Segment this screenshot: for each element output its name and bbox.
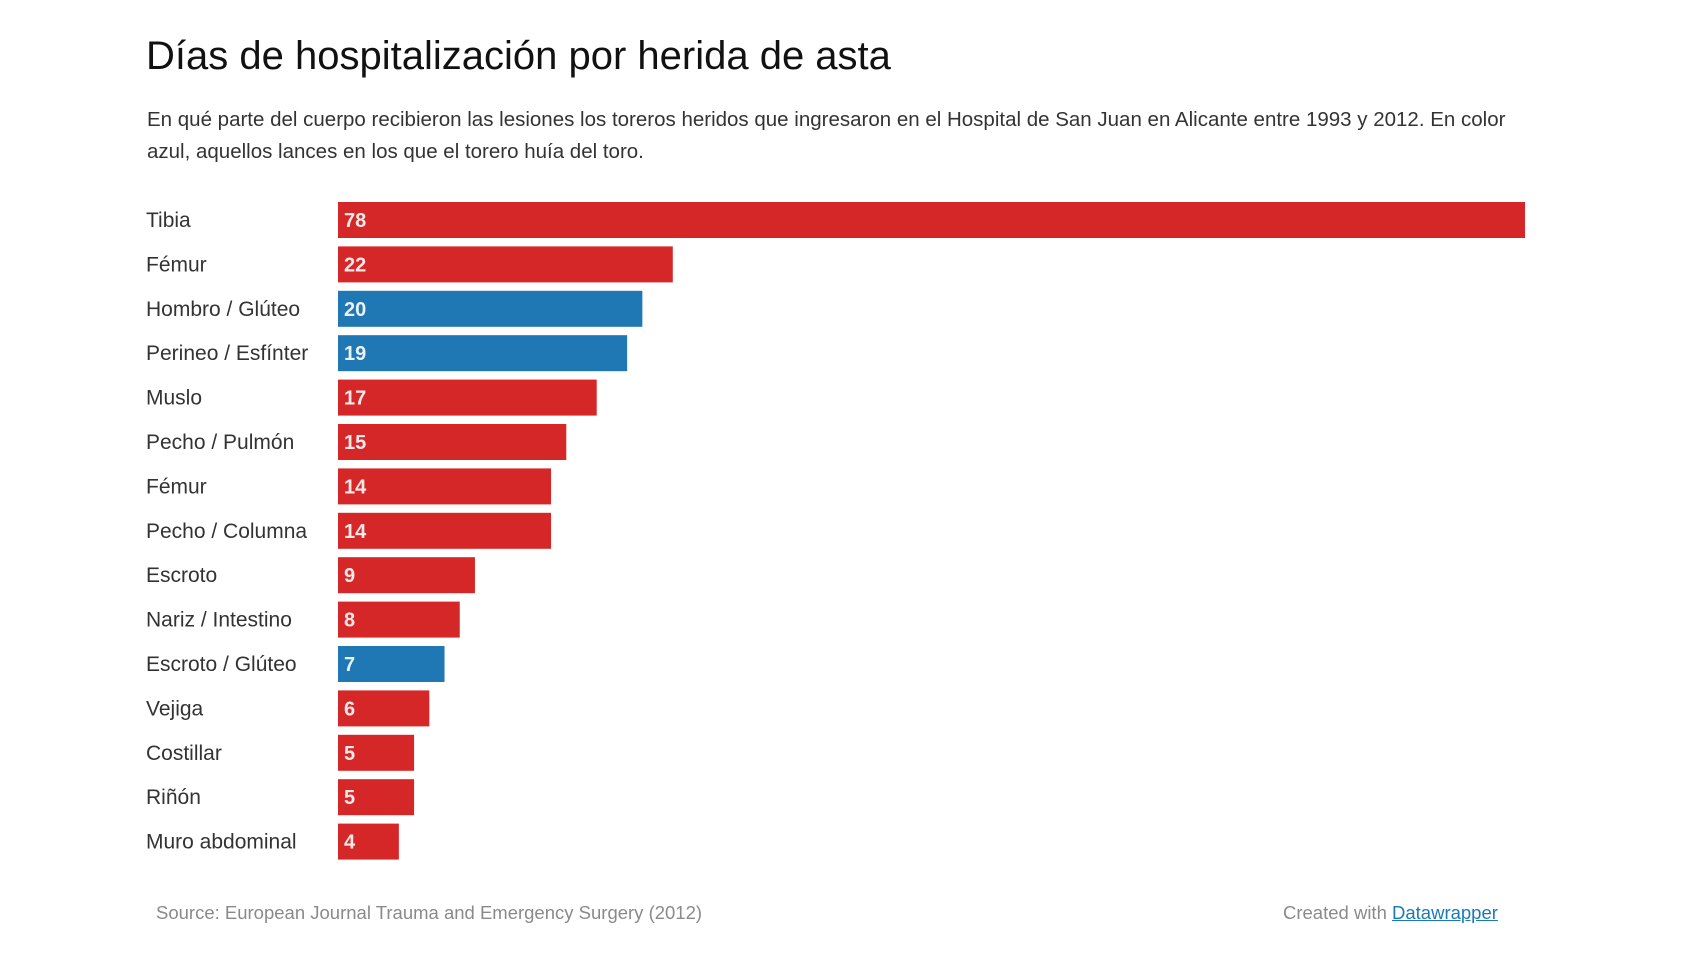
bar-value-label: 22 — [344, 254, 366, 276]
bar — [338, 424, 567, 460]
category-label: Fémur — [146, 475, 207, 498]
category-label: Nariz / Intestino — [146, 609, 292, 632]
category-label: Costillar — [146, 742, 222, 765]
bar — [338, 779, 415, 816]
bar — [338, 690, 430, 727]
bar — [338, 468, 552, 505]
bar — [338, 646, 445, 682]
category-label: Muslo — [146, 387, 202, 410]
bar-row: Pecho / Pulmón 15 — [146, 424, 567, 460]
bar-row: Muslo 17 — [146, 379, 597, 416]
bar-row: Tibia 78 — [146, 202, 1525, 238]
bar — [338, 335, 628, 372]
bar — [338, 823, 399, 860]
chart-subtitle: En qué parte del cuerpo recibieron las l… — [147, 108, 1506, 163]
bar-value-label: 8 — [344, 610, 355, 632]
category-label: Pecho / Columna — [146, 520, 307, 543]
bar-value-label: 17 — [344, 388, 366, 410]
category-label: Tibia — [146, 209, 191, 232]
bar-value-label: 6 — [344, 698, 355, 720]
bar-value-label: 9 — [344, 565, 355, 587]
bar — [338, 379, 597, 416]
bar-row: Pecho / Columna 14 — [146, 512, 552, 549]
bar — [338, 290, 643, 327]
bar-value-label: 4 — [344, 832, 356, 854]
bar-value-label: 15 — [344, 432, 366, 454]
bar-row: Escroto 9 — [146, 557, 475, 594]
bar-value-label: 5 — [344, 743, 355, 765]
credit-prefix: Created with — [1283, 902, 1392, 923]
category-label: Perineo / Esfínter — [146, 342, 308, 365]
source-note: Source: European Journal Trauma and Emer… — [156, 902, 703, 923]
bar-row: Nariz / Intestino 8 — [146, 601, 460, 638]
bar-value-label: 7 — [344, 654, 355, 676]
bar-value-label: 14 — [344, 476, 367, 498]
bar-row: Vejiga 6 — [146, 690, 430, 727]
bar-value-label: 78 — [344, 210, 366, 232]
bar-row: Costillar 5 — [146, 734, 415, 771]
bar-row: Fémur 22 — [146, 246, 673, 283]
bar — [338, 734, 415, 771]
bar-value-label: 19 — [344, 343, 366, 365]
bar — [338, 557, 475, 594]
bar-row: Hombro / Glúteo 20 — [146, 290, 643, 327]
bar-row: Fémur 14 — [146, 468, 552, 505]
bar-row: Perineo / Esfínter 19 — [146, 335, 628, 372]
category-label: Escroto / Glúteo — [146, 653, 297, 676]
category-label: Pecho / Pulmón — [146, 431, 294, 454]
bar-row: Escroto / Glúteo 7 — [146, 646, 445, 682]
bar — [338, 601, 460, 638]
category-label: Muro abdominal — [146, 831, 297, 854]
datawrapper-link[interactable]: Datawrapper — [1392, 902, 1498, 923]
bar-value-label: 20 — [344, 299, 366, 321]
category-label: Fémur — [146, 253, 207, 276]
category-label: Hombro / Glúteo — [146, 298, 300, 321]
credit-note: Created with Datawrapper — [1283, 902, 1498, 924]
category-label: Riñón — [146, 786, 201, 809]
bar — [338, 246, 673, 283]
chart-title: Días de hospitalización por herida de as… — [146, 34, 891, 78]
bar-row: Riñón 5 — [146, 779, 415, 816]
category-label: Vejiga — [146, 697, 204, 720]
bar-value-label: 14 — [344, 521, 367, 543]
bar — [338, 512, 552, 549]
bar-value-label: 5 — [344, 787, 355, 809]
bar-row: Muro abdominal 4 — [146, 823, 399, 860]
category-label: Escroto — [146, 564, 217, 587]
bar — [338, 202, 1525, 238]
